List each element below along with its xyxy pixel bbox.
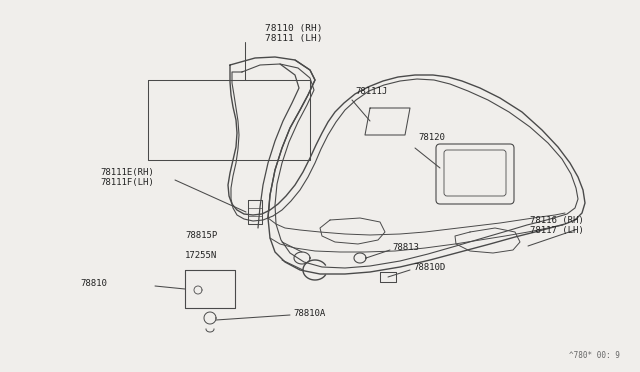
Text: 78120: 78120 xyxy=(418,134,445,142)
Text: 17255N: 17255N xyxy=(185,251,217,260)
Text: 78813: 78813 xyxy=(392,244,419,253)
Text: 78117 (LH): 78117 (LH) xyxy=(530,227,584,235)
Text: 78111F(LH): 78111F(LH) xyxy=(100,177,154,186)
Text: 78111 (LH): 78111 (LH) xyxy=(265,33,323,42)
Text: 78111E(RH): 78111E(RH) xyxy=(100,167,154,176)
Text: ^780* 00: 9: ^780* 00: 9 xyxy=(569,351,620,360)
Text: 78116 (RH): 78116 (RH) xyxy=(530,215,584,224)
Text: 78810A: 78810A xyxy=(293,308,325,317)
Text: 78815P: 78815P xyxy=(185,231,217,240)
Text: 78810D: 78810D xyxy=(413,263,445,273)
Text: 78111J: 78111J xyxy=(355,87,387,96)
Text: 78810: 78810 xyxy=(80,279,107,289)
Text: 78110 (RH): 78110 (RH) xyxy=(265,23,323,32)
